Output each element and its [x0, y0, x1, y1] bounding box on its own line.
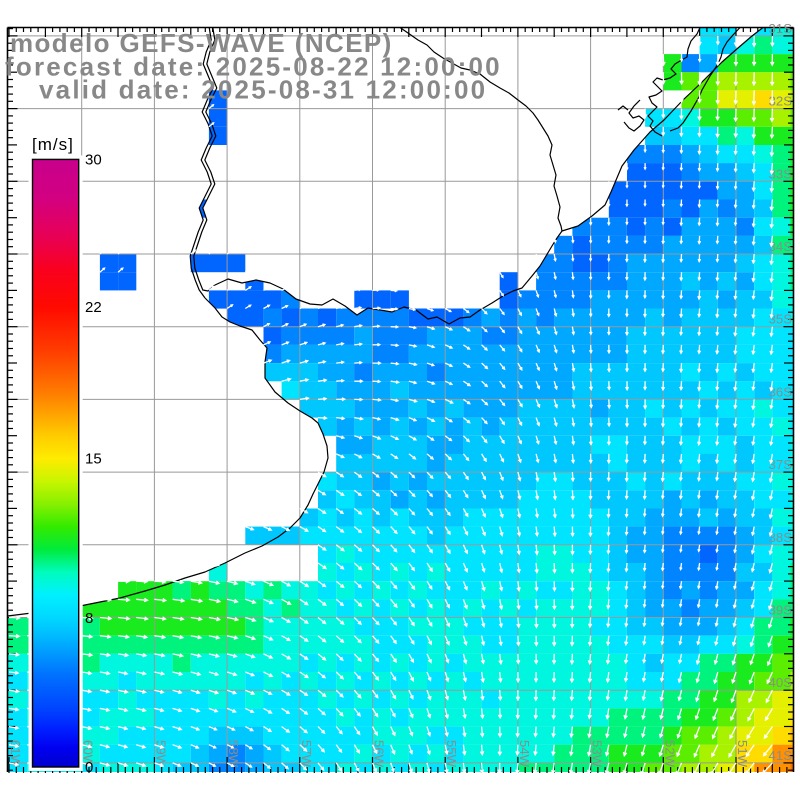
svg-text:34S: 34S — [769, 239, 793, 254]
svg-text:valid date: 2025-08-31 12:00:0: valid date: 2025-08-31 12:00:00 — [39, 75, 487, 105]
svg-text:59W: 59W — [153, 740, 168, 768]
svg-text:35S: 35S — [769, 312, 793, 327]
svg-text:39S: 39S — [769, 603, 793, 618]
svg-text:32S: 32S — [769, 94, 793, 109]
svg-text:52W: 52W — [662, 740, 677, 768]
svg-text:31S: 31S — [769, 21, 793, 36]
svg-text:[m/s]: [m/s] — [32, 135, 74, 154]
svg-text:33S: 33S — [769, 166, 793, 181]
svg-text:36S: 36S — [769, 384, 793, 399]
svg-text:37S: 37S — [769, 457, 793, 472]
svg-text:51W: 51W — [735, 740, 750, 768]
svg-text:55W: 55W — [444, 740, 459, 768]
svg-text:22: 22 — [85, 299, 102, 316]
svg-text:56W: 56W — [372, 740, 387, 768]
svg-text:40S: 40S — [769, 675, 793, 690]
svg-text:61W: 61W — [8, 740, 23, 768]
svg-text:54W: 54W — [517, 740, 532, 768]
svg-text:forecast date: 2025-08-22 12:0: forecast date: 2025-08-22 12:00:00 — [5, 52, 502, 82]
svg-text:15: 15 — [85, 450, 102, 467]
svg-text:41S: 41S — [769, 748, 793, 763]
svg-text:0: 0 — [85, 759, 93, 776]
svg-text:53W: 53W — [590, 740, 605, 768]
svg-text:58W: 58W — [226, 740, 241, 768]
svg-text:modelo GEFS-WAVE (NCEP): modelo GEFS-WAVE (NCEP) — [10, 28, 393, 58]
svg-text:30: 30 — [85, 151, 102, 168]
svg-text:38S: 38S — [769, 530, 793, 545]
svg-text:8: 8 — [85, 610, 93, 627]
